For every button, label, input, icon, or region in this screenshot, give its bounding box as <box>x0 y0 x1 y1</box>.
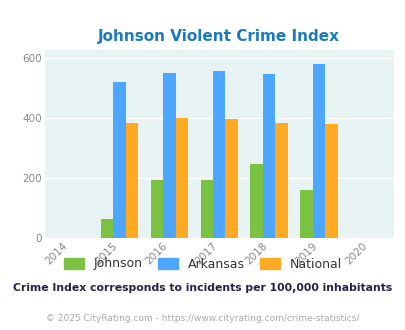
Bar <box>200 180 213 238</box>
Bar <box>126 123 138 238</box>
Bar <box>312 64 324 238</box>
Title: Johnson Violent Crime Index: Johnson Violent Crime Index <box>98 29 339 44</box>
Bar <box>175 118 188 238</box>
Bar <box>213 71 225 238</box>
Bar <box>324 124 337 238</box>
Bar <box>275 123 287 238</box>
Legend: Johnson, Arkansas, National: Johnson, Arkansas, National <box>59 252 346 276</box>
Text: Crime Index corresponds to incidents per 100,000 inhabitants: Crime Index corresponds to incidents per… <box>13 282 392 292</box>
Bar <box>250 164 262 238</box>
Bar <box>262 74 275 238</box>
Text: © 2025 CityRating.com - https://www.cityrating.com/crime-statistics/: © 2025 CityRating.com - https://www.city… <box>46 314 359 323</box>
Bar <box>113 82 126 238</box>
Bar <box>225 119 237 238</box>
Bar <box>150 180 163 238</box>
Bar <box>100 219 113 238</box>
Bar <box>300 190 312 238</box>
Bar <box>163 73 175 238</box>
